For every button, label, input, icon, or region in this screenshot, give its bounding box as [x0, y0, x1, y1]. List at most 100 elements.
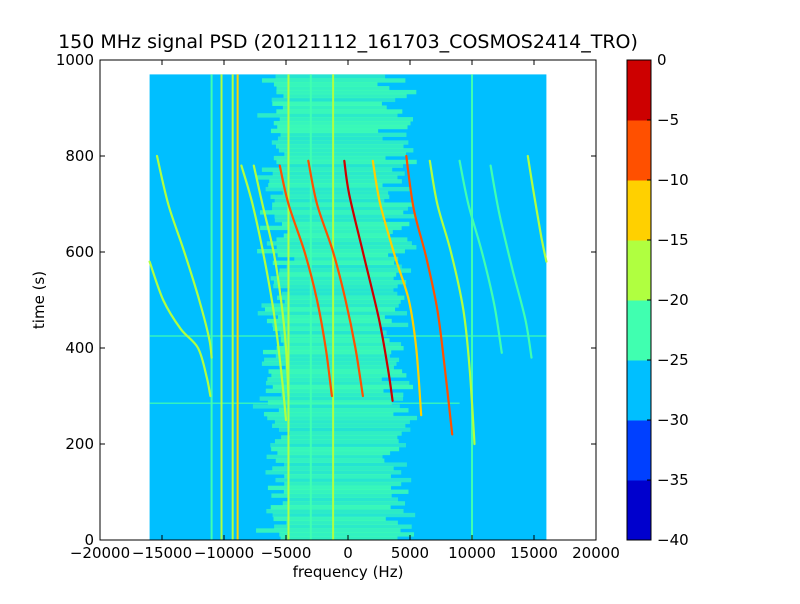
- y-tick-label: 0: [84, 531, 94, 549]
- noise-band-row: [272, 384, 413, 390]
- noise-band-row: [282, 501, 406, 506]
- noise-band-row: [282, 105, 387, 110]
- noise-band-row: [274, 217, 384, 223]
- noise-band-row: [270, 443, 406, 448]
- noise-band-row: [281, 392, 404, 397]
- noise-band-row: [256, 528, 401, 533]
- noise-band-row: [265, 380, 410, 386]
- x-tick-label: 10000: [448, 544, 496, 562]
- noise-band-row: [273, 120, 411, 126]
- noise-band-row: [281, 435, 398, 440]
- x-tick-label: 5000: [391, 544, 429, 562]
- doppler-track: [428, 159, 476, 446]
- noise-band-row: [276, 237, 408, 242]
- colorbar-tick-label: −40: [657, 531, 689, 549]
- doppler-track: [371, 159, 423, 417]
- x-axis: −20000 −15000 −10000 −5000 0 5000 10000 15000 20…: [70, 60, 620, 562]
- noise-band-row: [273, 516, 386, 522]
- doppler-track: [148, 260, 212, 398]
- noise-band-row: [256, 175, 398, 180]
- noise-band-row: [280, 132, 407, 137]
- colorbar-tick-label: −5: [657, 111, 679, 129]
- y-tick-label: 800: [65, 147, 94, 165]
- noise-band-row: [283, 342, 402, 347]
- noise-band-row: [273, 155, 386, 161]
- noise-band-row: [287, 497, 399, 502]
- noise-band-row: [263, 411, 394, 417]
- noise-band-row: [275, 477, 412, 483]
- colorbar-tick-label: −10: [657, 171, 689, 189]
- noise-band-row: [283, 93, 407, 99]
- noise-band-row: [261, 361, 397, 366]
- noise-band-row: [266, 454, 383, 460]
- x-tick-label: 20000: [572, 544, 620, 562]
- noise-band-row: [286, 520, 398, 525]
- doppler-track: [405, 154, 454, 436]
- noise-band-row: [273, 326, 382, 331]
- noise-band-row: [269, 179, 402, 184]
- noise-band-row: [261, 167, 393, 172]
- noise-band-row: [266, 508, 404, 514]
- x-tick-label: −15000: [132, 544, 192, 562]
- noise-band-row: [281, 221, 410, 227]
- noise-band-row: [264, 357, 400, 363]
- noise-band-row: [283, 233, 391, 238]
- colorbar-segment: [627, 480, 651, 541]
- colorbar-segment: [627, 60, 651, 121]
- x-tick-label: 15000: [510, 544, 558, 562]
- noise-band-row: [277, 136, 383, 141]
- noise-band-row: [259, 396, 404, 401]
- noise-band-row: [261, 303, 399, 308]
- colorbar-tick-label: −25: [657, 351, 689, 369]
- colorbar-segment: [627, 420, 651, 481]
- noise-band-row: [284, 474, 391, 479]
- noise-band-row: [270, 194, 390, 200]
- noise-band-row: [260, 210, 404, 215]
- noise-band-row: [272, 512, 416, 518]
- doppler-track: [458, 159, 503, 354]
- noise-band-row: [272, 322, 409, 328]
- noise-band-row: [266, 241, 412, 246]
- noise-band-row: [274, 198, 385, 203]
- noise-band-row: [289, 431, 402, 436]
- noise-band-row: [284, 462, 407, 467]
- noise-band-row: [284, 299, 401, 304]
- x-axis-label: frequency (Hz): [293, 563, 404, 581]
- doppler-track: [307, 159, 364, 398]
- noise-band-row: [276, 346, 404, 351]
- colorbar-segment: [627, 120, 651, 181]
- noise-band-row: [289, 287, 394, 293]
- noise-band-row: [273, 283, 398, 289]
- noise-band-row: [266, 318, 392, 324]
- noise-band-row: [268, 369, 403, 374]
- noise-band-row: [276, 245, 417, 250]
- noise-band-row: [282, 291, 398, 297]
- colorbar-tick-label: −15: [657, 231, 689, 249]
- noise-band-row: [272, 206, 408, 211]
- y-tick-label: 600: [65, 243, 94, 261]
- noise-band-row: [294, 256, 399, 262]
- colorbar-segment: [627, 180, 651, 241]
- noise-band-row: [270, 128, 379, 134]
- noise-band-row: [279, 117, 413, 122]
- noise-band-row: [260, 225, 402, 231]
- noise-band-row: [267, 377, 382, 382]
- colorbar-tick-label: −20: [657, 291, 689, 309]
- noise-band-row: [275, 74, 386, 79]
- noise-band-row: [278, 427, 411, 432]
- doppler-track: [526, 154, 548, 263]
- heatmap-layer: [148, 74, 548, 541]
- noise-band-row: [276, 159, 417, 165]
- noise-band-row: [278, 408, 409, 413]
- noise-band-row: [274, 439, 399, 444]
- noise-band-row: [289, 229, 393, 234]
- noise-band-row: [274, 214, 415, 219]
- noise-band-row: [272, 101, 382, 106]
- noise-band-row: [274, 419, 410, 425]
- noise-band-row: [257, 113, 398, 118]
- noise-band-row: [280, 163, 404, 169]
- noise-band-row: [284, 152, 407, 157]
- noise-band-row: [275, 458, 385, 463]
- y-axis: 0 200 400 600 800 1000: [56, 51, 596, 549]
